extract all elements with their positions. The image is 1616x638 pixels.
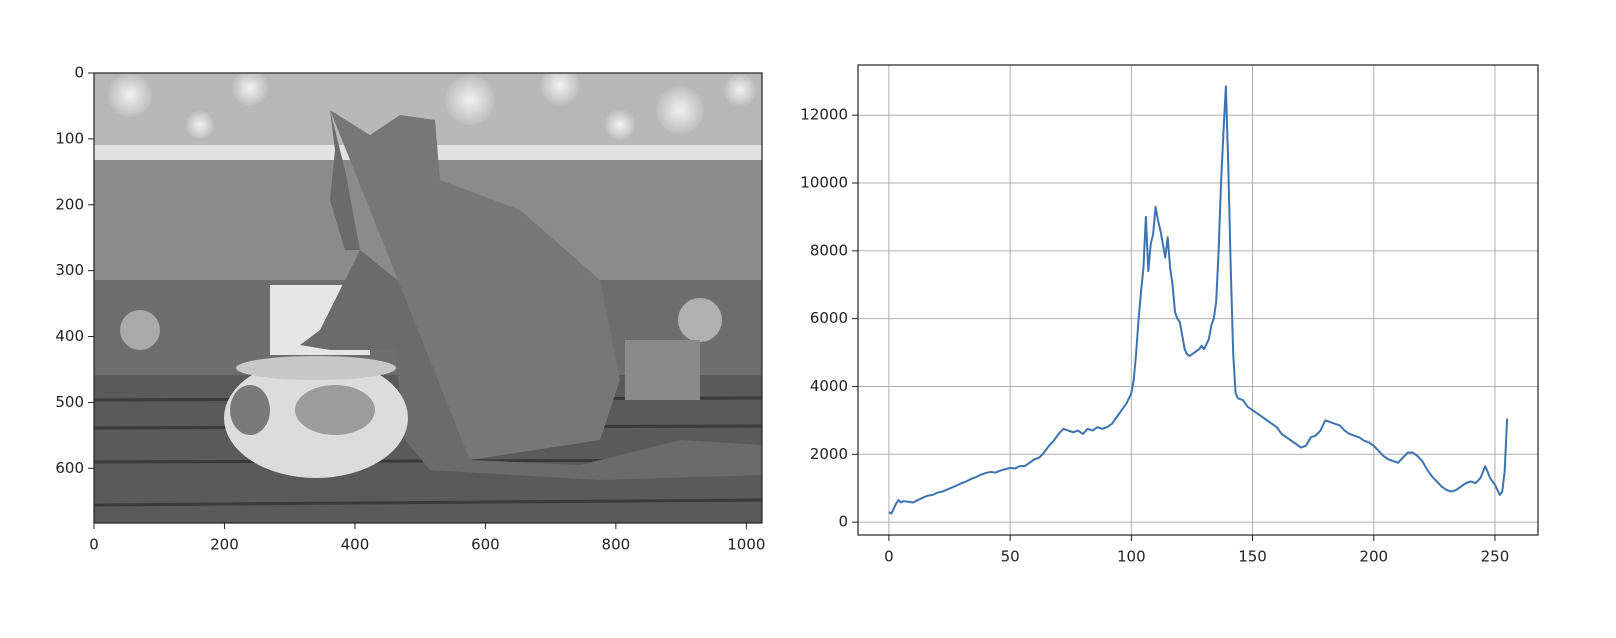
x-tick-label: 200	[210, 536, 239, 554]
y-tick-label: 4000	[810, 377, 848, 395]
x-tick-label: 0	[884, 548, 894, 566]
x-tick-label: 0	[89, 536, 99, 554]
x-tick-label: 600	[471, 536, 500, 554]
photo	[94, 73, 762, 523]
x-tick-label: 800	[602, 536, 631, 554]
x-tick-label: 150	[1238, 548, 1267, 566]
y-tick-label: 0	[838, 513, 848, 531]
y-tick-label: 0	[74, 64, 84, 82]
y-tick-label: 10000	[800, 174, 848, 192]
y-tick-label: 300	[55, 261, 84, 279]
y-tick-label: 600	[55, 459, 84, 477]
y-tick-label: 100	[55, 129, 84, 147]
y-tick-label: 6000	[810, 309, 848, 327]
y-tick-label: 8000	[810, 241, 848, 259]
axes-frame	[857, 64, 1539, 536]
axes-frame	[93, 72, 763, 524]
x-tick-label: 50	[1001, 548, 1020, 566]
x-tick-label: 100	[1117, 548, 1146, 566]
x-tick-label: 400	[341, 536, 370, 554]
y-tick-label: 200	[55, 195, 84, 213]
histogram-line	[888, 85, 1509, 515]
y-tick-label: 12000	[800, 106, 848, 124]
x-tick-label: 250	[1481, 548, 1510, 566]
y-tick-label: 400	[55, 327, 84, 345]
y-tick-label: 2000	[810, 445, 848, 463]
x-tick-label: 1000	[727, 536, 765, 554]
x-tick-label: 200	[1359, 548, 1388, 566]
y-tick-label: 500	[55, 393, 84, 411]
